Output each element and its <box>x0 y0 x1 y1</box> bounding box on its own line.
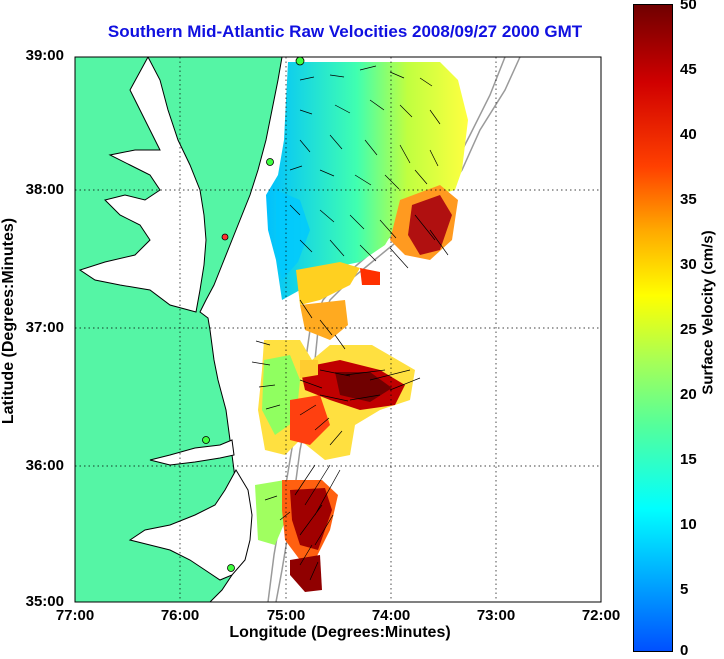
colorbar-tick: 50 <box>680 0 697 13</box>
y-tick-label: 38:00 <box>25 181 64 198</box>
colorbar-tick: 20 <box>680 386 697 403</box>
colorbar-label: Surface Velocity (cm/s) <box>699 230 717 395</box>
colorbar-tick: 15 <box>680 451 697 468</box>
colorbar-tick: 0 <box>680 642 689 659</box>
y-tick-label: 37:00 <box>25 319 64 336</box>
colorbar-tick: 30 <box>680 256 697 273</box>
x-tick-label: 74:00 <box>371 607 411 624</box>
plot-frame <box>74 56 602 603</box>
velocity-field-central <box>258 340 415 460</box>
x-tick-label: 76:00 <box>160 607 200 624</box>
map-grid <box>75 57 601 602</box>
colorbar-tick: 25 <box>680 321 697 338</box>
x-tick-label: 72:00 <box>581 607 621 624</box>
x-tick-label: 77:00 <box>55 607 95 624</box>
colorbar-tick: 45 <box>680 61 697 78</box>
colorbar-tick: 5 <box>680 581 689 598</box>
velocity-vectors <box>251 65 449 581</box>
chesapeake-bay <box>78 57 207 313</box>
x-tick-label: 73:00 <box>476 607 516 624</box>
colorbar-tick: 35 <box>680 191 697 208</box>
pamlico-sound <box>128 468 253 581</box>
radar-sites <box>202 57 305 572</box>
map-title: Southern Mid-Atlantic Raw Velocities 200… <box>107 22 583 41</box>
colorbar <box>633 4 673 652</box>
y-tick-label: 36:00 <box>25 457 64 474</box>
albemarle-sound <box>149 439 235 466</box>
y-axis-label: Latitude (Degrees:Minutes) <box>0 217 17 425</box>
colorbar-tick: 10 <box>680 516 697 533</box>
x-tick-label: 75:00 <box>266 607 306 624</box>
colorbar-tick: 40 <box>680 126 697 143</box>
y-tick-label: 35:00 <box>25 593 64 610</box>
velocity-field-north <box>266 62 468 340</box>
y-tick-label: 39:00 <box>25 47 64 64</box>
x-axis-label: Longitude (Degrees:Minutes) <box>229 624 451 641</box>
